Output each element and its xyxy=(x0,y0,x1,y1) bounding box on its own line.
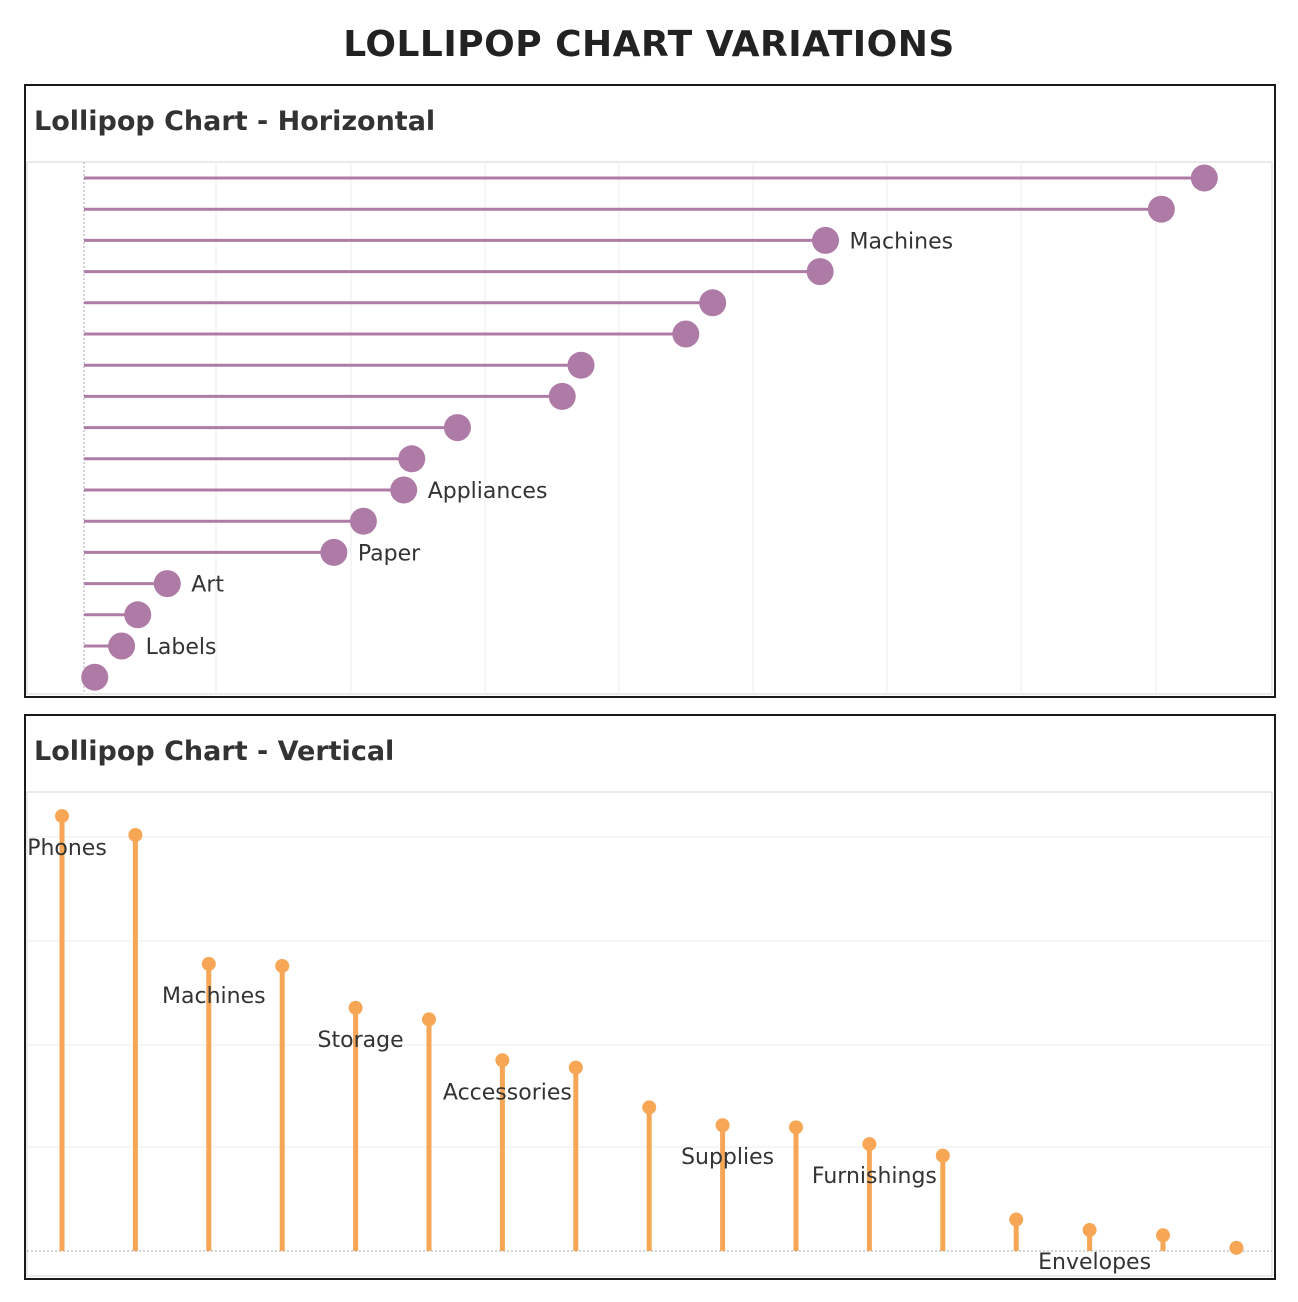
vertical-lollipop-dot xyxy=(1156,1228,1170,1243)
horizontal-chart-panel: Lollipop Chart - Horizontal xyxy=(24,84,1276,698)
vertical-lollipop-dot xyxy=(275,958,290,973)
horizontal-lollipop-dot xyxy=(567,351,595,379)
vertical-lollipop-dot xyxy=(568,1060,583,1075)
vertical-lollipop-label: Accessories xyxy=(443,1080,572,1105)
vertical-lollipop-label: Machines xyxy=(162,984,266,1009)
vertical-lollipop-dot xyxy=(642,1100,657,1115)
horizontal-lollipop-dot xyxy=(320,538,348,566)
vertical-lollipop-dot xyxy=(935,1148,950,1163)
horizontal-lollipop-dot xyxy=(81,663,109,691)
vertical-lollipop-dot xyxy=(715,1118,730,1133)
horizontal-lollipop-dot xyxy=(349,507,377,535)
vertical-lollipop-dot xyxy=(495,1053,510,1068)
horizontal-lollipop-dot xyxy=(443,414,471,442)
horizontal-lollipop-dot xyxy=(672,320,700,348)
horizontal-lollipop-dot xyxy=(812,226,840,254)
horizontal-lollipop-dot xyxy=(1147,195,1175,223)
horizontal-lollipop-label: Appliances xyxy=(428,479,548,504)
horizontal-plot-area xyxy=(26,161,1273,695)
horizontal-lollipop-dot xyxy=(108,632,136,660)
vertical-lollipop-label: Supplies xyxy=(681,1145,774,1170)
horizontal-lollipop-dot xyxy=(124,601,152,629)
vertical-lollipop-dot xyxy=(422,1012,436,1027)
horizontal-lollipop-dot xyxy=(806,258,834,286)
horizontal-chart-title: Lollipop Chart - Horizontal xyxy=(34,106,436,137)
vertical-lollipop-dot xyxy=(1009,1212,1024,1227)
main-title: LOLLIPOP CHART VARIATIONS xyxy=(343,24,955,65)
horizontal-lollipop-label: Paper xyxy=(358,541,421,566)
vertical-plot-area xyxy=(26,791,1273,1277)
horizontal-lollipop-label: Labels xyxy=(146,635,217,660)
horizontal-lollipop-dot xyxy=(1190,164,1218,192)
vertical-chart-title: Lollipop Chart - Vertical xyxy=(34,736,395,767)
horizontal-lollipop-dot xyxy=(398,445,426,473)
horizontal-lollipop-dot xyxy=(390,476,418,504)
vertical-lollipop-dot xyxy=(201,956,216,971)
vertical-lollipop-label: Phones xyxy=(27,836,107,861)
vertical-lollipop-dot xyxy=(862,1137,877,1152)
vertical-lollipop-dot xyxy=(128,827,143,842)
horizontal-lollipop-dot xyxy=(548,382,576,410)
vertical-lollipop-dot xyxy=(55,809,69,824)
vertical-lollipop-label: Storage xyxy=(318,1028,404,1053)
vertical-lollipop-label: Furnishings xyxy=(812,1164,937,1189)
vertical-lollipop-dot xyxy=(1082,1223,1097,1238)
horizontal-lollipop-dot xyxy=(699,289,727,317)
horizontal-lollipop-label: Machines xyxy=(850,229,954,254)
vertical-lollipop-dot xyxy=(1229,1240,1244,1255)
vertical-lollipop-label: Envelopes xyxy=(1038,1250,1151,1275)
vertical-lollipop-dot xyxy=(348,1000,363,1015)
horizontal-lollipop-label: Art xyxy=(191,573,224,598)
vertical-lollipop-dot xyxy=(789,1120,803,1135)
horizontal-lollipop-dot xyxy=(153,570,181,598)
